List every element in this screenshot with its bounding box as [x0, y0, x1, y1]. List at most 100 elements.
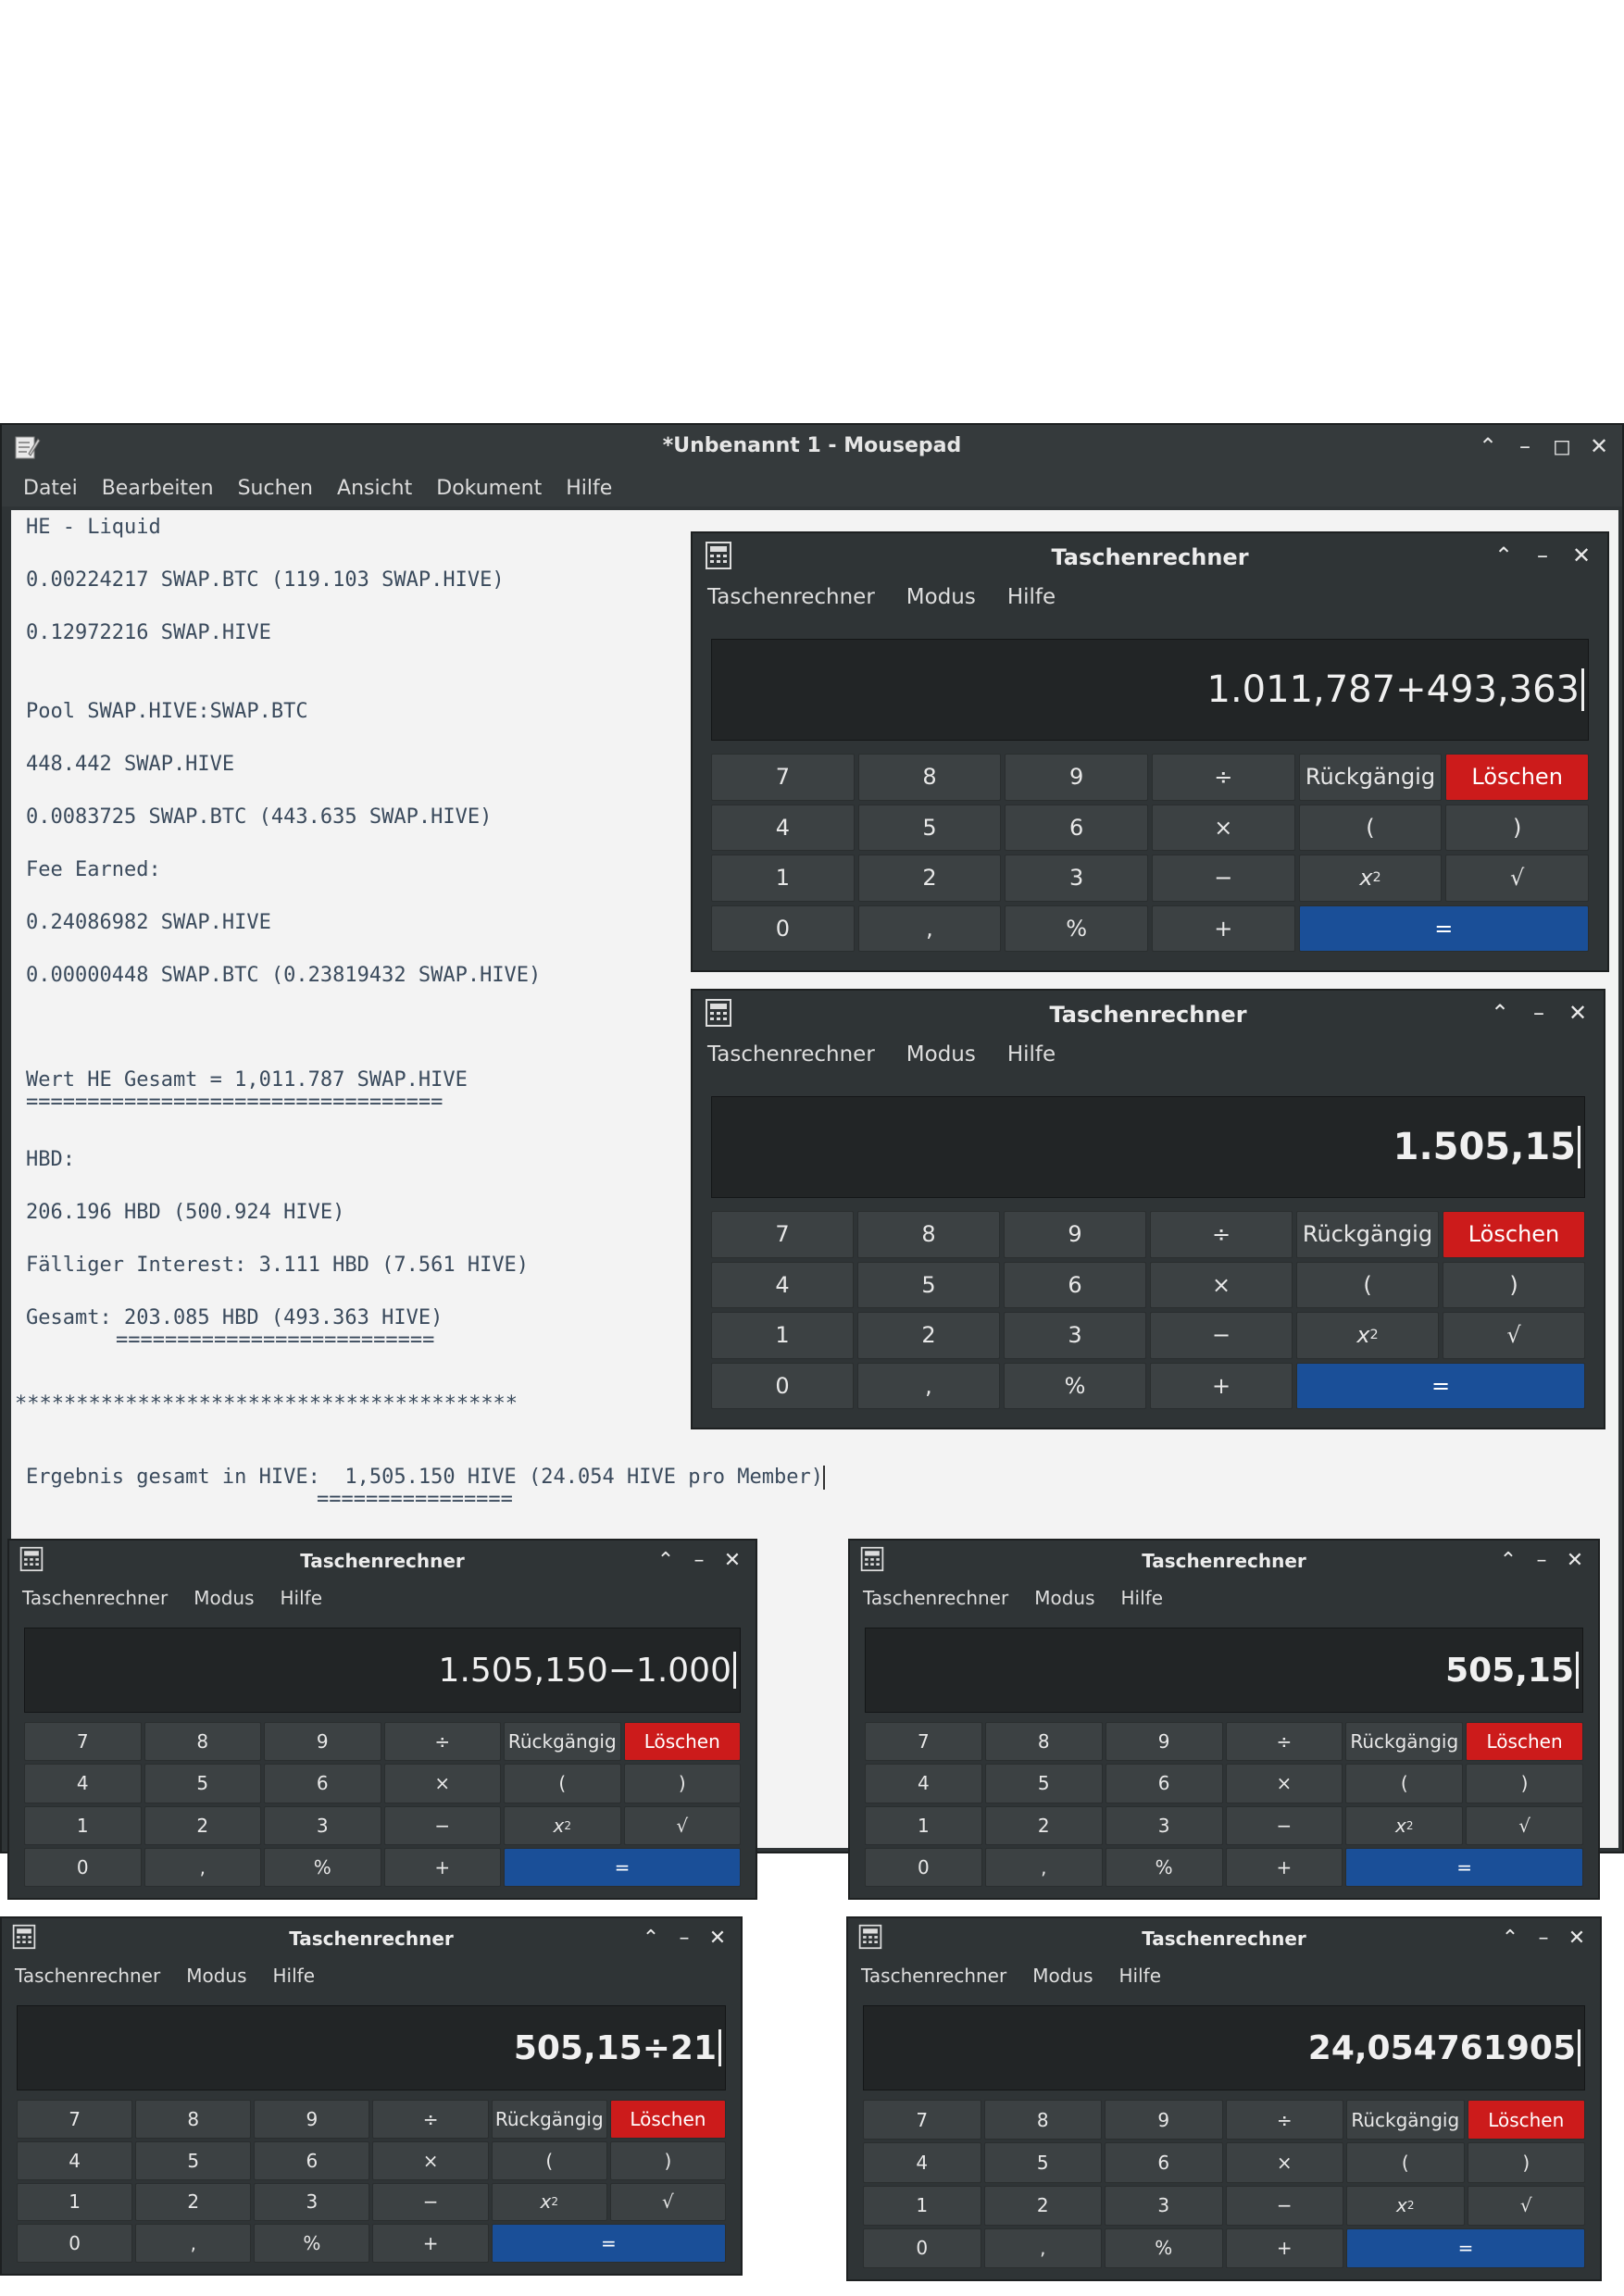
key-6[interactable]: 6 — [1105, 1764, 1223, 1803]
chevron-up-icon[interactable]: ⌃ — [1478, 433, 1498, 459]
menu-taschenrechner[interactable]: Taschenrechner — [861, 1965, 1007, 1987]
key-0[interactable]: 0 — [863, 2227, 981, 2268]
key-comma[interactable]: , — [135, 2224, 252, 2263]
key-add[interactable]: + — [1225, 1847, 1343, 1887]
key-left-paren[interactable]: ( — [1298, 804, 1443, 851]
key-comma[interactable]: , — [857, 905, 1002, 952]
menu-hilfe[interactable]: Hilfe — [566, 477, 613, 500]
key-divide[interactable]: ÷ — [372, 2100, 489, 2139]
key-left-paren[interactable]: ( — [491, 2140, 607, 2180]
key-left-paren[interactable]: ( — [504, 1764, 621, 1803]
calculator-display[interactable]: 505,15÷21 — [17, 2005, 726, 2090]
key-percent[interactable]: % — [254, 2224, 370, 2263]
key-3[interactable]: 3 — [1105, 2185, 1223, 2226]
key-9[interactable]: 9 — [1005, 754, 1148, 801]
mousepad-titlebar[interactable]: *Unbenannt 1 - Mousepad ⌃ – ◻ ✕ — [2, 425, 1622, 468]
menu-modus[interactable]: Modus — [194, 1587, 255, 1609]
key-comma[interactable]: , — [857, 1362, 1000, 1409]
key-comma[interactable]: , — [984, 1847, 1103, 1887]
key-add[interactable]: + — [1225, 2227, 1343, 2268]
key-3[interactable]: 3 — [1105, 1805, 1223, 1845]
menu-datei[interactable]: Datei — [23, 477, 78, 500]
key-0[interactable]: 0 — [865, 1847, 982, 1887]
key-6[interactable]: 6 — [264, 1764, 381, 1803]
key-sqrt[interactable]: √ — [623, 1805, 741, 1845]
menu-suchen[interactable]: Suchen — [237, 477, 314, 500]
calculator-titlebar[interactable]: Taschenrechner ⌃ – ✕ — [693, 991, 1604, 1035]
key-clear[interactable]: Löschen — [1443, 1211, 1585, 1258]
key-equals[interactable]: = — [1298, 905, 1589, 952]
menu-hilfe[interactable]: Hilfe — [1006, 1042, 1056, 1067]
menu-modus[interactable]: Modus — [906, 585, 976, 609]
key-percent[interactable]: % — [264, 1847, 381, 1887]
menu-bearbeiten[interactable]: Bearbeiten — [101, 477, 214, 500]
key-sqrt[interactable]: √ — [1445, 855, 1589, 902]
key-9[interactable]: 9 — [264, 1722, 381, 1762]
key-2[interactable]: 2 — [135, 2182, 252, 2222]
calculator-titlebar[interactable]: Taschenrechner ⌃ – ✕ — [9, 1541, 756, 1578]
key-7[interactable]: 7 — [865, 1722, 982, 1762]
key-8[interactable]: 8 — [857, 1211, 1000, 1258]
key-2[interactable]: 2 — [857, 855, 1002, 902]
key-left-paren[interactable]: ( — [1346, 2142, 1465, 2183]
key-9[interactable]: 9 — [1004, 1211, 1146, 1258]
menu-hilfe[interactable]: Hilfe — [272, 1965, 316, 1987]
close-icon[interactable]: ✕ — [723, 1548, 742, 1572]
close-icon[interactable]: ✕ — [1568, 1000, 1588, 1026]
key-3[interactable]: 3 — [254, 2182, 370, 2222]
menu-modus[interactable]: Modus — [1032, 1965, 1093, 1987]
key-multiply[interactable]: × — [1152, 804, 1295, 851]
key-sqrt[interactable]: √ — [609, 2182, 726, 2222]
key-subtract[interactable]: − — [1225, 1805, 1343, 1845]
key-comma[interactable]: , — [983, 2227, 1102, 2268]
key-percent[interactable]: % — [1105, 1847, 1223, 1887]
menu-modus[interactable]: Modus — [1034, 1587, 1095, 1609]
key-clear[interactable]: Löschen — [1467, 2100, 1585, 2140]
key-1[interactable]: 1 — [17, 2182, 133, 2222]
key-7[interactable]: 7 — [711, 1211, 854, 1258]
key-clear[interactable]: Löschen — [1445, 754, 1589, 801]
key-percent[interactable]: % — [1004, 1362, 1146, 1409]
key-5[interactable]: 5 — [983, 2142, 1102, 2183]
key-6[interactable]: 6 — [1105, 2142, 1223, 2183]
key-7[interactable]: 7 — [863, 2100, 981, 2140]
minimize-icon[interactable]: – — [679, 1926, 690, 1950]
key-divide[interactable]: ÷ — [1225, 2100, 1343, 2140]
menu-dokument[interactable]: Dokument — [436, 477, 543, 500]
key-2[interactable]: 2 — [983, 2185, 1102, 2226]
key-clear[interactable]: Löschen — [609, 2100, 726, 2139]
close-icon[interactable]: ✕ — [708, 1926, 727, 1950]
key-undo[interactable]: Rückgängig — [491, 2100, 607, 2139]
key-equals[interactable]: = — [1296, 1362, 1585, 1409]
minimize-icon[interactable]: – — [1537, 543, 1548, 568]
key-clear[interactable]: Löschen — [623, 1722, 741, 1762]
key-0[interactable]: 0 — [17, 2224, 133, 2263]
menu-ansicht[interactable]: Ansicht — [337, 477, 413, 500]
minimize-icon[interactable]: – — [1533, 1000, 1544, 1026]
key-undo[interactable]: Rückgängig — [1345, 1722, 1464, 1762]
key-4[interactable]: 4 — [17, 2140, 133, 2180]
key-5[interactable]: 5 — [857, 1261, 1000, 1308]
chevron-up-icon[interactable]: ⌃ — [1490, 1000, 1510, 1026]
key-5[interactable]: 5 — [984, 1764, 1103, 1803]
minimize-icon[interactable]: – — [1538, 1926, 1549, 1950]
key-add[interactable]: + — [372, 2224, 489, 2263]
key-clear[interactable]: Löschen — [1466, 1722, 1583, 1762]
key-equals[interactable]: = — [1345, 1847, 1583, 1887]
calculator-display[interactable]: 1.505,150−1.000 — [24, 1628, 741, 1713]
calculator-titlebar[interactable]: Taschenrechner ⌃ – ✕ — [850, 1541, 1598, 1578]
key-right-paren[interactable]: ) — [1466, 1764, 1583, 1803]
key-7[interactable]: 7 — [24, 1722, 142, 1762]
key-left-paren[interactable]: ( — [1345, 1764, 1464, 1803]
menu-taschenrechner[interactable]: Taschenrechner — [707, 585, 875, 609]
key-multiply[interactable]: × — [1225, 1764, 1343, 1803]
key-2[interactable]: 2 — [984, 1805, 1103, 1845]
chevron-up-icon[interactable]: ⌃ — [1499, 1548, 1518, 1572]
key-multiply[interactable]: × — [1150, 1261, 1293, 1308]
calculator-titlebar[interactable]: Taschenrechner ⌃ – ✕ — [693, 533, 1607, 578]
minimize-icon[interactable]: – — [1536, 1548, 1547, 1572]
close-icon[interactable]: ✕ — [1589, 433, 1609, 459]
menu-taschenrechner[interactable]: Taschenrechner — [707, 1042, 875, 1067]
menu-taschenrechner[interactable]: Taschenrechner — [863, 1587, 1009, 1609]
